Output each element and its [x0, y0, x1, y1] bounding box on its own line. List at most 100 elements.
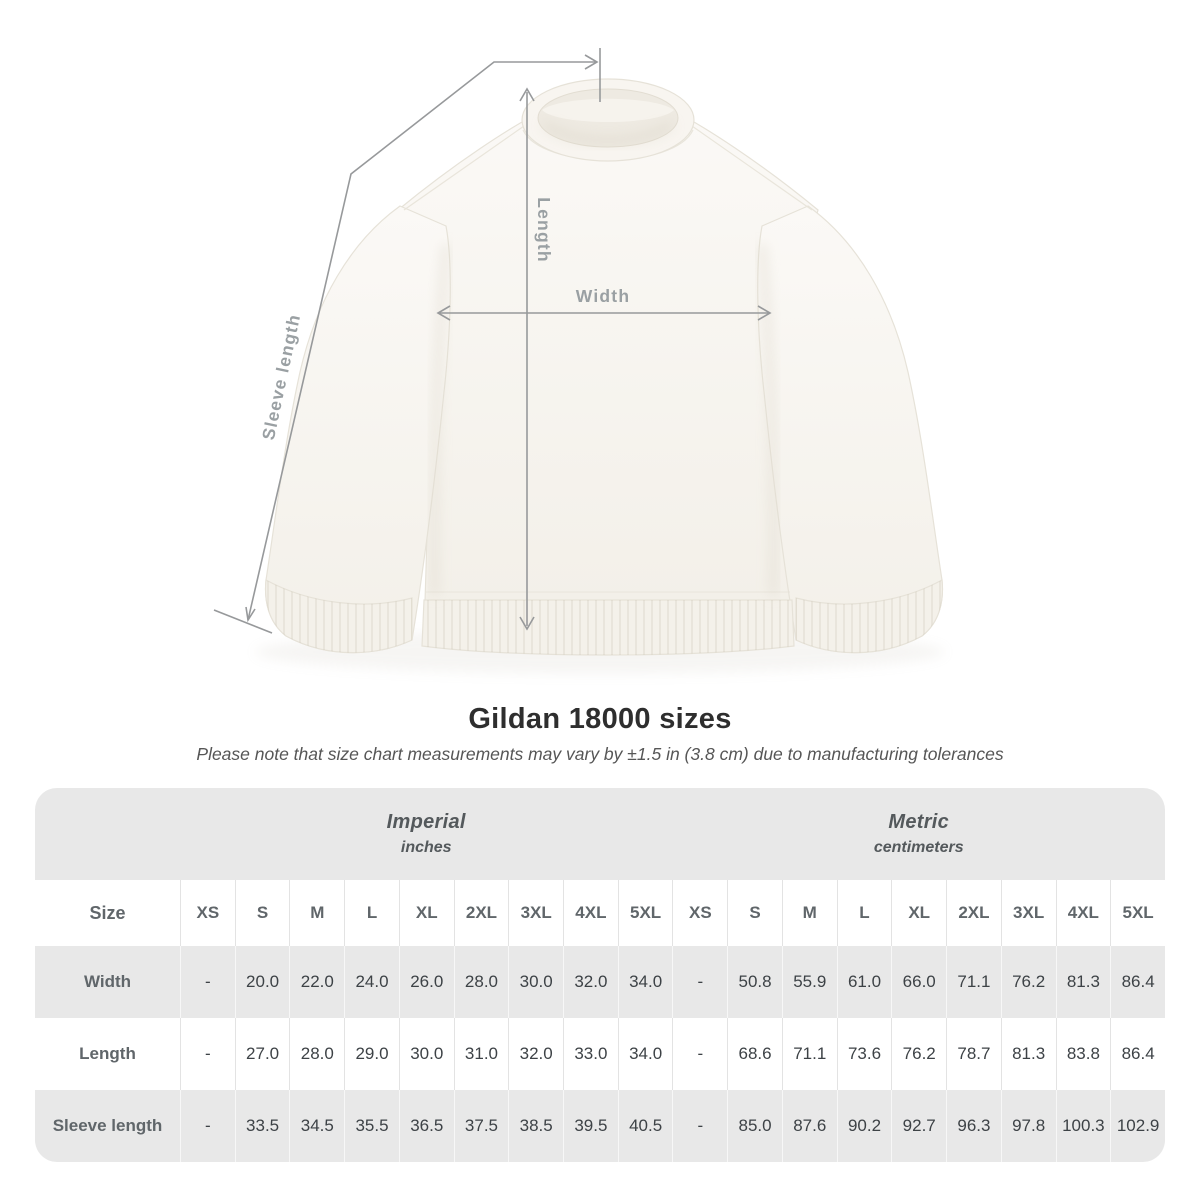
col-metric-l: L — [836, 880, 892, 946]
table-cell: 30.0 — [398, 1018, 454, 1090]
table-row-width: Width - 20.0 22.0 24.0 26.0 28.0 30.0 32… — [35, 946, 1165, 1018]
table-cell: 24.0 — [344, 946, 399, 1018]
table-cell: 86.4 — [1110, 1018, 1165, 1090]
metric-label: Metric — [888, 811, 950, 833]
collar-inner-shadow — [541, 121, 675, 144]
collar-inside-back — [542, 98, 674, 122]
table-cell: 26.0 — [398, 946, 454, 1018]
length-arrow-down — [519, 616, 535, 631]
col-metric-3xl: 3XL — [1000, 880, 1056, 946]
table-cell: 61.0 — [836, 946, 892, 1018]
metric-header-cell: Metric centimeters — [672, 788, 1165, 880]
right-crease — [758, 243, 777, 597]
sweatshirt-left-sleeve — [264, 205, 451, 654]
width-arrow-left — [436, 305, 451, 321]
col-imperial-4xl: 4XL — [563, 880, 618, 946]
table-row-length: Length - 27.0 28.0 29.0 30.0 31.0 32.0 3… — [35, 1018, 1165, 1090]
col-imperial-l: L — [344, 880, 399, 946]
unit-band-row: Imperial inches Metric centimeters — [35, 788, 1165, 880]
width-label: Width — [576, 286, 630, 306]
table-cell: 90.2 — [836, 1090, 892, 1162]
table-cell: 28.0 — [289, 1018, 345, 1090]
table-cell: 85.0 — [727, 1090, 782, 1162]
table-cell: 97.8 — [1000, 1090, 1056, 1162]
table-cell: 55.9 — [781, 946, 837, 1018]
table-cell: 40.5 — [617, 1090, 673, 1162]
metric-unit: centimeters — [873, 839, 964, 856]
sweatshirt-measurement-diagram: Length Width Sleeve length — [213, 48, 945, 674]
page-title: Gildan 18000 sizes — [468, 703, 732, 735]
table-cell: 66.0 — [891, 946, 947, 1018]
table-cell: - — [672, 1090, 728, 1162]
col-metric-xl: XL — [891, 880, 947, 946]
table-cell: 102.9 — [1110, 1090, 1165, 1162]
table-cell: 76.2 — [1000, 946, 1056, 1018]
table-cell: 68.6 — [727, 1018, 782, 1090]
table-cell: 37.5 — [453, 1090, 509, 1162]
table-cell: 34.0 — [617, 946, 673, 1018]
table-cell: 34.5 — [289, 1090, 345, 1162]
metric-header-group: Metric centimeters — [672, 788, 1165, 880]
col-imperial-m: M — [289, 880, 345, 946]
left-cuff-rib — [265, 580, 412, 653]
table-cell: 96.3 — [946, 1090, 1001, 1162]
sleeve-arrow-right — [584, 54, 599, 70]
table-cell: 30.0 — [508, 946, 564, 1018]
table-cell: 29.0 — [344, 1018, 399, 1090]
sweatshirt-body — [397, 109, 819, 603]
imperial-header-cell: Imperial inches — [180, 788, 673, 880]
length-arrow-up — [519, 87, 535, 102]
table-cell: 34.0 — [617, 1018, 673, 1090]
col-imperial-2xl: 2XL — [453, 880, 509, 946]
table-cell: 38.5 — [508, 1090, 564, 1162]
right-cuff-rib — [796, 580, 943, 653]
table-cell: 20.0 — [234, 946, 290, 1018]
imperial-label: Imperial — [386, 811, 466, 833]
cuff-tick — [213, 609, 273, 634]
table-cell: 100.3 — [1055, 1090, 1111, 1162]
table-cell: 32.0 — [508, 1018, 564, 1090]
col-metric-s: S — [727, 880, 782, 946]
table-cell: 86.4 — [1110, 946, 1165, 1018]
col-metric-xs: XS — [672, 880, 728, 946]
width-arrow-right — [757, 305, 772, 321]
row-label-sleeve-length: Sleeve length — [35, 1090, 180, 1162]
col-metric-2xl: 2XL — [946, 880, 1001, 946]
length-label: Length — [534, 197, 554, 263]
imperial-header-group: Imperial inches — [180, 788, 672, 880]
table-cell: 35.5 — [344, 1090, 399, 1162]
table-cell: 83.8 — [1055, 1018, 1111, 1090]
table-cell: - — [180, 1018, 235, 1090]
left-shoulder-seam — [403, 111, 545, 211]
row-label-length: Length — [35, 1018, 180, 1090]
table-cell: 36.5 — [398, 1090, 454, 1162]
col-imperial-xs: XS — [180, 880, 235, 946]
col-imperial-3xl: 3XL — [508, 880, 564, 946]
col-imperial-xl: XL — [398, 880, 454, 946]
col-metric-4xl: 4XL — [1055, 880, 1111, 946]
table-cell: 31.0 — [453, 1018, 509, 1090]
table-cell: 39.5 — [563, 1090, 618, 1162]
tolerance-note: Please note that size chart measurements… — [196, 744, 1004, 764]
table-cell: 22.0 — [289, 946, 345, 1018]
band-corner-cell — [35, 788, 180, 880]
sleeve-length-line — [247, 61, 596, 621]
hem-band-rib — [422, 600, 794, 655]
table-cell: 71.1 — [946, 946, 1001, 1018]
size-header-row: Size XS S M L XL 2XL 3XL 4XL 5XL XS S M … — [35, 880, 1165, 946]
sleeve-arrow-end — [245, 606, 256, 623]
col-imperial-5xl: 5XL — [617, 880, 673, 946]
left-crease — [431, 243, 450, 597]
table-cell: 32.0 — [563, 946, 618, 1018]
table-cell: - — [672, 1018, 728, 1090]
table-row-sleeve-length: Sleeve length - 33.5 34.5 35.5 36.5 37.5… — [35, 1090, 1165, 1162]
imperial-unit: inches — [400, 839, 452, 856]
right-shoulder-seam — [671, 111, 813, 211]
row-label-width: Width — [35, 946, 180, 1018]
table-cell: 33.0 — [563, 1018, 618, 1090]
table-cell: - — [180, 1090, 235, 1162]
size-chart-table: Imperial inches Metric centimeters Size … — [35, 788, 1165, 1162]
table-cell: 78.7 — [946, 1018, 1001, 1090]
table-cell: - — [672, 946, 728, 1018]
